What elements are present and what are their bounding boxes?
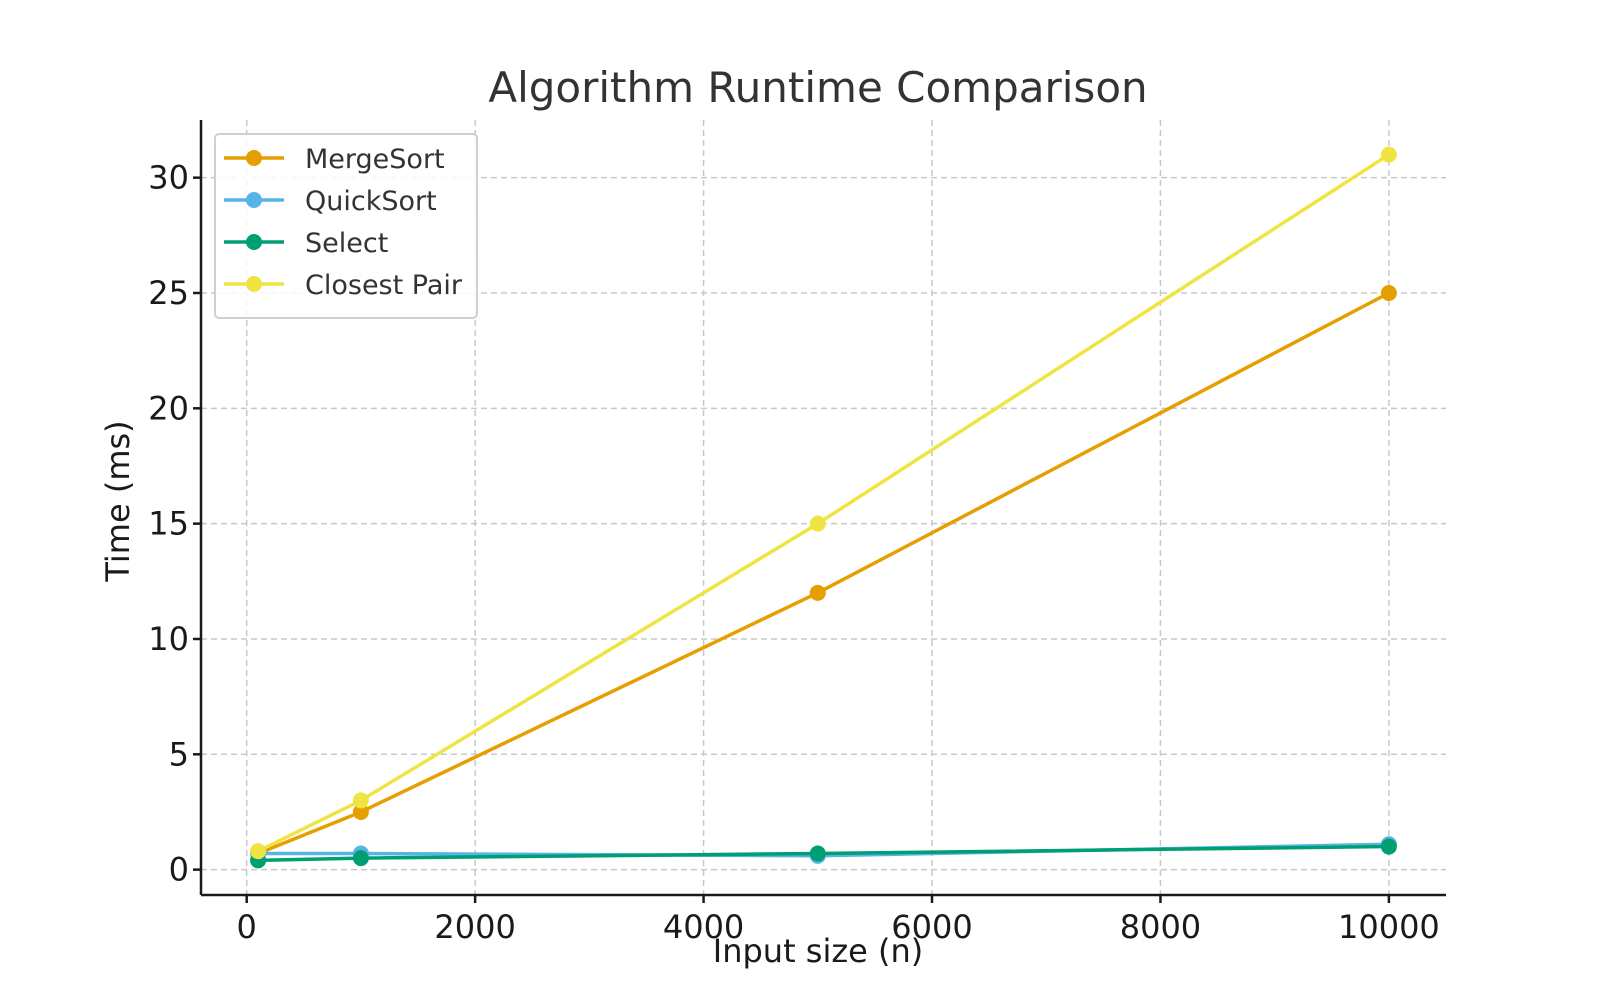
series-line-select (258, 844, 1389, 863)
legend-label: Select (305, 228, 388, 259)
series-mergesort (250, 284, 1397, 862)
legend: MergeSort QuickSort Select Closest Pair (214, 133, 478, 319)
legend-item-quicksort: QuickSort (224, 186, 437, 217)
legend-box (214, 133, 478, 319)
data-point-select (352, 850, 369, 867)
legend-swatch-marker (246, 192, 262, 208)
chart-title: Algorithm Runtime Comparison (488, 63, 1147, 112)
series-line-closest-pair (257, 153, 1390, 853)
legend-swatch-marker (246, 276, 262, 292)
legend-item-mergesort: MergeSort (224, 144, 445, 175)
legend-item-closest-pair: Closest Pair (224, 270, 463, 301)
x-tick-label: 0 (237, 908, 257, 946)
data-point-select (1380, 838, 1397, 855)
x-tick-label: 8000 (1120, 908, 1201, 946)
legend-label: QuickSort (305, 186, 437, 217)
legend-item-select: Select (224, 228, 388, 259)
legend-swatch-marker (246, 234, 262, 250)
series-closest-pair (250, 146, 1397, 860)
data-point-mergesort (352, 803, 369, 820)
axes: 0 2000 4000 6000 8000 10000 0 5 10 15 20 25 30 (148, 120, 1446, 946)
data-point-closest-pair (250, 843, 267, 860)
y-tick-label: 0 (169, 851, 189, 889)
data-point-select (809, 845, 826, 862)
x-tick-label: 10000 (1338, 908, 1440, 946)
legend-swatch-marker (246, 150, 262, 166)
data-point-mergesort (809, 584, 826, 601)
x-tick-label: 4000 (663, 908, 744, 946)
series-line-mergesort (257, 291, 1390, 856)
y-tick-label: 30 (148, 159, 189, 197)
y-tick-label: 15 (148, 505, 189, 543)
x-tick-label: 2000 (434, 908, 515, 946)
data-point-mergesort (1380, 284, 1397, 301)
y-tick-label: 5 (169, 735, 189, 773)
x-tick-label: 6000 (891, 908, 972, 946)
y-tick-label: 20 (148, 389, 189, 427)
y-tick-label: 10 (148, 620, 189, 658)
series-layer (250, 146, 1397, 869)
legend-label: MergeSort (305, 144, 445, 175)
data-point-closest-pair (809, 515, 826, 532)
data-point-closest-pair (352, 792, 369, 809)
y-axis-label: Time (ms) (99, 420, 137, 582)
x-axis-label: Input size (n) (713, 932, 924, 970)
y-tick-label: 25 (148, 274, 189, 312)
legend-label: Closest Pair (305, 270, 463, 301)
data-point-closest-pair (1380, 146, 1397, 163)
